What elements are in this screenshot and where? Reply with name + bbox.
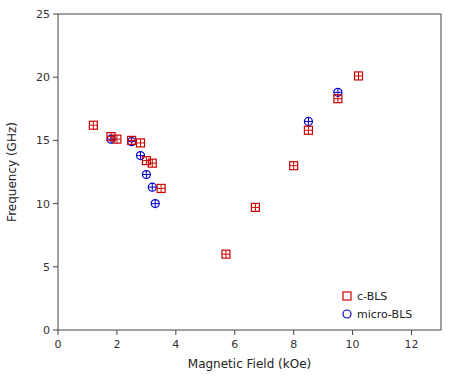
marker-square xyxy=(251,203,259,211)
marker-square xyxy=(136,139,144,147)
y-tick xyxy=(53,14,58,15)
point xyxy=(251,203,259,211)
marker-circle xyxy=(151,200,159,208)
legend-marker xyxy=(343,310,351,318)
point xyxy=(222,250,230,258)
marker-cross xyxy=(136,152,144,160)
point xyxy=(136,139,144,147)
point xyxy=(290,162,298,170)
marker-cross xyxy=(136,139,144,147)
point xyxy=(89,121,97,129)
x-tick-label: 0 xyxy=(55,338,62,351)
point xyxy=(148,159,156,167)
x-tick xyxy=(293,330,294,335)
point xyxy=(334,95,342,103)
y-tick-label: 15 xyxy=(36,134,50,147)
y-tick xyxy=(53,330,58,331)
y-tick-label: 25 xyxy=(36,8,50,21)
marker-cross xyxy=(355,72,363,80)
chart: 0 2 4 6 8 10 12 0 5 10 15 20 25 Magnetic Field (kOe) F… xyxy=(0,0,455,378)
marker-square xyxy=(343,292,351,300)
x-tick xyxy=(234,330,235,335)
point xyxy=(148,183,156,191)
x-tick-label: 2 xyxy=(113,338,120,351)
point xyxy=(355,72,363,80)
marker-square xyxy=(222,250,230,258)
marker-circle xyxy=(343,310,351,318)
point xyxy=(304,126,312,134)
x-tick xyxy=(411,330,412,335)
marker-cross xyxy=(304,117,312,125)
point xyxy=(304,117,312,125)
y-tick xyxy=(53,140,58,141)
point xyxy=(128,136,136,144)
marker-cross xyxy=(157,184,165,192)
point xyxy=(142,171,150,179)
x-tick-label: 10 xyxy=(346,338,360,351)
x-tick-label: 6 xyxy=(231,338,238,351)
legend: c-BLS micro-BLS xyxy=(343,290,412,321)
marker-cross xyxy=(290,162,298,170)
point xyxy=(113,135,121,143)
x-tick-label: 12 xyxy=(405,338,419,351)
marker-square xyxy=(157,184,165,192)
marker-square xyxy=(148,159,156,167)
x-axis-label: Magnetic Field (kOe) xyxy=(188,357,311,371)
x-tick xyxy=(352,330,353,335)
marker-circle xyxy=(148,183,156,191)
point xyxy=(151,200,159,208)
marker-square xyxy=(89,121,97,129)
marker-circle xyxy=(136,152,144,160)
marker-cross xyxy=(222,250,230,258)
point xyxy=(157,184,165,192)
y-axis-label: Frequency (GHz) xyxy=(5,122,19,222)
points xyxy=(89,72,362,258)
x-tick-label: 4 xyxy=(172,338,179,351)
marker-cross xyxy=(148,183,156,191)
marker-square xyxy=(113,135,121,143)
legend-marker xyxy=(343,292,351,300)
marker-cross xyxy=(148,159,156,167)
marker-cross xyxy=(151,200,159,208)
x-tick xyxy=(116,330,117,335)
legend-label: c-BLS xyxy=(357,290,387,303)
marker-cross xyxy=(142,171,150,179)
legend-label: micro-BLS xyxy=(357,308,412,321)
point xyxy=(136,152,144,160)
marker-cross xyxy=(334,95,342,103)
x-tick xyxy=(58,330,59,335)
y-tick xyxy=(53,266,58,267)
marker-cross xyxy=(128,136,136,144)
plot-frame xyxy=(58,14,441,330)
marker-cross xyxy=(113,135,121,143)
marker-cross xyxy=(89,121,97,129)
y-tick-label: 0 xyxy=(43,324,50,337)
marker-square xyxy=(304,126,312,134)
marker-square xyxy=(355,72,363,80)
marker-circle xyxy=(304,117,312,125)
x-tick-label: 8 xyxy=(290,338,297,351)
marker-cross xyxy=(251,203,259,211)
y-tick-label: 10 xyxy=(36,198,50,211)
marker-square xyxy=(128,136,136,144)
y-tick xyxy=(53,77,58,78)
marker-cross xyxy=(304,126,312,134)
marker-square xyxy=(290,162,298,170)
y-tick-label: 20 xyxy=(36,71,50,84)
y-tick xyxy=(53,203,58,204)
y-tick-label: 5 xyxy=(43,261,50,274)
marker-square xyxy=(334,95,342,103)
x-tick xyxy=(175,330,176,335)
marker-circle xyxy=(142,171,150,179)
